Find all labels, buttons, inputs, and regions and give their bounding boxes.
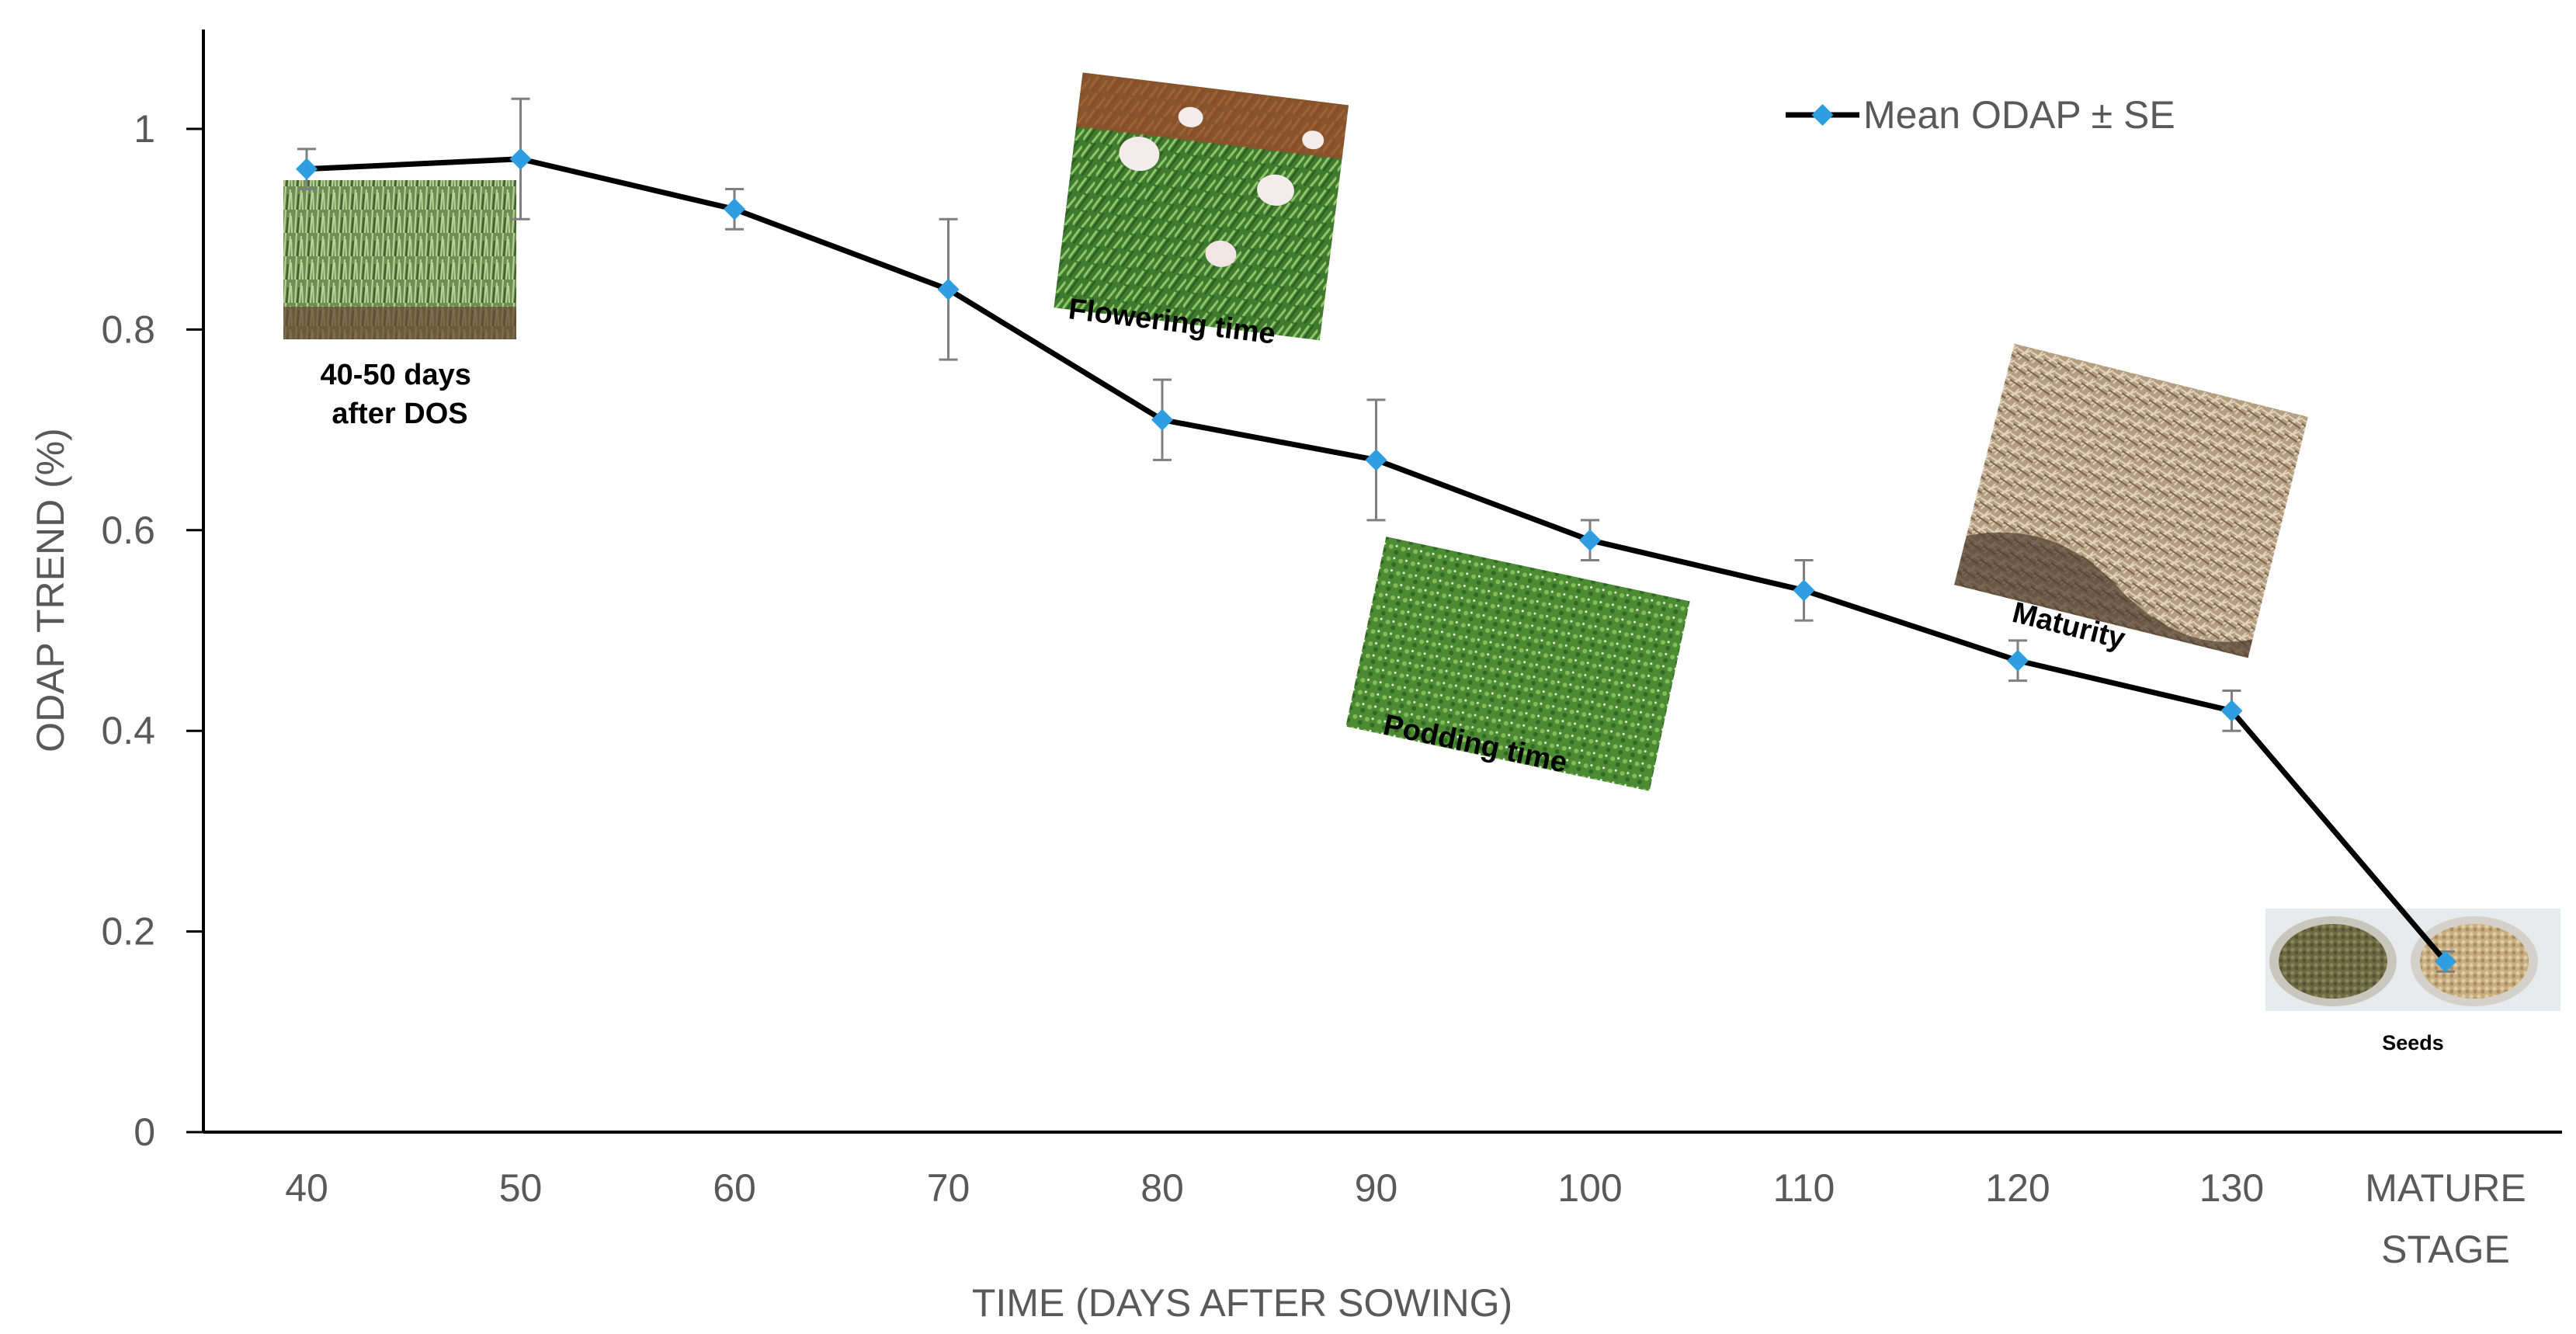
data-point-marker bbox=[1579, 529, 1601, 551]
stage-photo-podding bbox=[1345, 537, 1690, 791]
data-point-marker bbox=[1365, 449, 1387, 471]
x-tick-label: 100 bbox=[1557, 1166, 1622, 1210]
y-tick-label: 0.6 bbox=[101, 509, 155, 552]
x-tick-label-line: 60 bbox=[713, 1166, 756, 1210]
x-tick-label: 40 bbox=[285, 1166, 328, 1210]
x-tick-label-line: 130 bbox=[2199, 1166, 2264, 1210]
stage-caption-early-line-1: 40-50 days bbox=[321, 359, 471, 391]
data-point-marker bbox=[509, 148, 532, 170]
legend-marker-swatch bbox=[1811, 104, 1834, 126]
x-tick-label: 60 bbox=[713, 1166, 756, 1210]
data-markers bbox=[296, 148, 2456, 973]
data-point-marker bbox=[724, 198, 745, 221]
stage-caption-early: 40-50 days after DOS bbox=[321, 359, 480, 430]
x-tick-label: 50 bbox=[499, 1166, 543, 1210]
y-axis-title: ODAP TREND (%) bbox=[29, 428, 72, 752]
data-point-marker bbox=[296, 158, 318, 180]
x-tick-label-line: 40 bbox=[285, 1166, 328, 1210]
y-axis-ticks: 0 0.2 0.4 0.6 0.8 1 bbox=[101, 107, 203, 1154]
x-tick-label-line: STAGE bbox=[2381, 1228, 2510, 1271]
data-point-marker bbox=[2220, 700, 2243, 722]
x-tick-label-line: MATURE bbox=[2365, 1166, 2526, 1210]
x-tick-label-line: 80 bbox=[1140, 1166, 1184, 1210]
x-tick-label-line: 110 bbox=[1773, 1166, 1835, 1210]
x-axis-title: TIME (DAYS AFTER SOWING) bbox=[972, 1281, 1512, 1325]
x-tick-label: 110 bbox=[1773, 1166, 1835, 1210]
stage-photo-flowering bbox=[1054, 72, 1349, 341]
x-axis-ticks: 40 50 60 70 80 90 100 110 120 130 MATURE STAGE bbox=[285, 1166, 2526, 1271]
stage-photo-seeds bbox=[2265, 908, 2560, 1011]
x-tick-label-line: 50 bbox=[499, 1166, 543, 1210]
x-tick-label-line: 90 bbox=[1355, 1166, 1398, 1210]
x-tick-label: 90 bbox=[1355, 1166, 1398, 1210]
legend-label: Mean ODAP ± SE bbox=[1863, 93, 2175, 137]
data-point-marker bbox=[2435, 950, 2456, 973]
x-tick-label-line: 70 bbox=[927, 1166, 970, 1210]
y-tick-label: 0.4 bbox=[101, 709, 155, 752]
x-tick-label: 70 bbox=[927, 1166, 970, 1210]
y-tick-label: 0 bbox=[134, 1110, 155, 1154]
x-tick-label: MATURE STAGE bbox=[2365, 1166, 2526, 1271]
y-tick-label: 0.8 bbox=[101, 307, 155, 351]
stage-caption-early-line-2: after DOS bbox=[332, 398, 467, 430]
x-tick-label: 120 bbox=[1985, 1166, 2050, 1210]
data-point-marker bbox=[937, 278, 960, 300]
legend: Mean ODAP ± SE bbox=[1786, 93, 2175, 137]
x-tick-label: 80 bbox=[1140, 1166, 1184, 1210]
x-tick-label-line: 100 bbox=[1557, 1166, 1622, 1210]
data-point-marker bbox=[2007, 649, 2029, 672]
stage-caption-seeds: Seeds bbox=[2382, 1031, 2444, 1054]
y-tick-label: 1 bbox=[134, 107, 155, 151]
data-point-marker bbox=[1793, 579, 1815, 602]
y-tick-label: 0.2 bbox=[101, 910, 155, 954]
stage-photo-early bbox=[283, 180, 516, 339]
stage-photo-maturity bbox=[1954, 343, 2308, 658]
data-point-marker bbox=[1151, 408, 1173, 431]
x-tick-label: 130 bbox=[2199, 1166, 2264, 1210]
x-tick-label-line: 120 bbox=[1985, 1166, 2050, 1210]
